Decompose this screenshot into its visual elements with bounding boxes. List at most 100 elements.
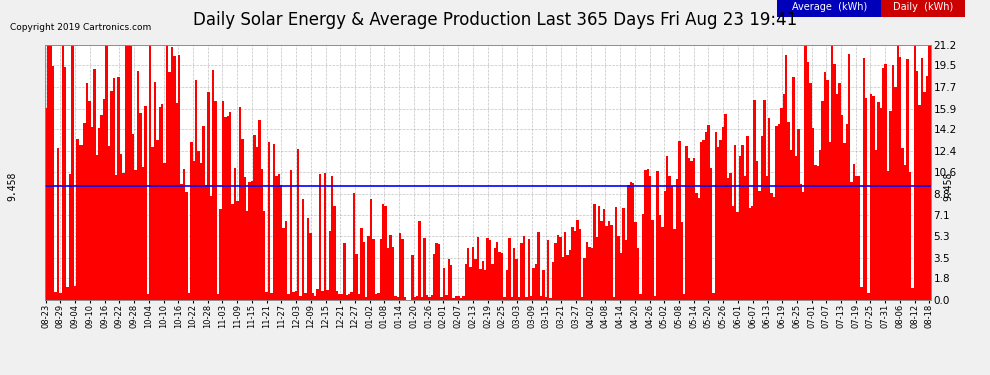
Bar xyxy=(797,129,800,300)
Bar xyxy=(732,206,734,300)
Bar xyxy=(753,100,755,300)
Bar xyxy=(98,128,100,300)
Bar xyxy=(242,139,244,300)
Bar xyxy=(792,77,795,300)
Bar xyxy=(875,150,877,300)
Bar xyxy=(153,82,156,300)
Bar xyxy=(653,296,656,300)
Bar xyxy=(168,72,171,300)
Bar xyxy=(200,163,202,300)
Text: Copyright 2019 Cartronics.com: Copyright 2019 Cartronics.com xyxy=(10,22,151,32)
Bar xyxy=(78,145,81,300)
Bar xyxy=(244,177,247,300)
Bar xyxy=(145,105,147,300)
Bar xyxy=(148,45,151,300)
Bar xyxy=(605,226,608,300)
Bar xyxy=(916,71,919,300)
Bar xyxy=(800,184,802,300)
Bar xyxy=(188,292,190,300)
Bar xyxy=(715,132,717,300)
Bar xyxy=(309,233,312,300)
Bar xyxy=(705,132,707,300)
Bar xyxy=(47,45,50,300)
Bar xyxy=(401,239,404,300)
Bar xyxy=(350,292,352,300)
Bar xyxy=(506,270,508,300)
Bar xyxy=(523,236,526,300)
Bar xyxy=(646,169,649,300)
Bar xyxy=(103,99,105,300)
Bar xyxy=(110,91,113,300)
Bar xyxy=(379,239,382,300)
Bar xyxy=(217,294,220,300)
Bar xyxy=(817,166,819,300)
Bar xyxy=(431,295,433,300)
Bar xyxy=(411,255,414,300)
Bar xyxy=(712,293,715,300)
Bar xyxy=(348,294,350,300)
Bar xyxy=(446,295,447,300)
Bar xyxy=(382,204,384,300)
Bar xyxy=(158,108,161,300)
Bar xyxy=(593,204,596,300)
Bar xyxy=(819,150,822,300)
Bar xyxy=(518,297,521,300)
Bar xyxy=(275,176,277,300)
Bar xyxy=(673,228,676,300)
Bar xyxy=(543,270,545,300)
Bar xyxy=(618,236,620,300)
Bar xyxy=(389,235,392,300)
Bar xyxy=(911,288,914,300)
Bar xyxy=(571,227,574,300)
Bar xyxy=(374,294,377,300)
Bar xyxy=(370,199,372,300)
Bar xyxy=(212,70,215,300)
Bar xyxy=(578,229,581,300)
Bar xyxy=(802,192,804,300)
Bar xyxy=(424,238,426,300)
Bar xyxy=(822,100,824,300)
Bar xyxy=(894,87,897,300)
Bar xyxy=(511,297,513,300)
Bar xyxy=(547,240,549,300)
Bar xyxy=(88,101,91,300)
Bar xyxy=(352,194,355,300)
Text: Average  (kWh): Average (kWh) xyxy=(791,2,867,12)
Bar xyxy=(658,215,661,300)
Bar xyxy=(853,164,855,300)
Bar xyxy=(54,292,56,300)
Bar xyxy=(559,237,561,300)
Bar xyxy=(255,147,258,300)
Bar xyxy=(785,55,787,300)
Bar xyxy=(635,222,637,300)
Bar xyxy=(248,182,250,300)
Bar xyxy=(914,45,916,300)
Bar xyxy=(479,268,481,300)
Bar xyxy=(608,220,610,300)
Bar xyxy=(113,78,115,300)
Bar xyxy=(166,45,168,300)
Bar xyxy=(695,193,698,300)
Bar xyxy=(419,222,421,300)
Bar xyxy=(61,45,64,300)
Bar xyxy=(421,297,424,300)
Bar xyxy=(355,254,357,300)
Bar xyxy=(904,165,906,300)
Bar xyxy=(615,207,618,300)
Bar xyxy=(882,69,884,300)
Bar xyxy=(387,248,389,300)
Bar xyxy=(140,113,142,300)
Bar xyxy=(538,232,540,300)
Bar xyxy=(227,116,229,300)
Bar xyxy=(807,62,809,300)
Bar xyxy=(501,253,503,300)
Bar xyxy=(513,248,516,300)
Bar xyxy=(428,297,431,300)
Bar xyxy=(234,168,237,300)
Bar xyxy=(344,243,346,300)
Bar xyxy=(703,140,705,300)
Bar xyxy=(929,45,931,300)
Bar xyxy=(237,201,239,300)
Bar xyxy=(443,268,446,300)
Bar xyxy=(540,296,543,300)
